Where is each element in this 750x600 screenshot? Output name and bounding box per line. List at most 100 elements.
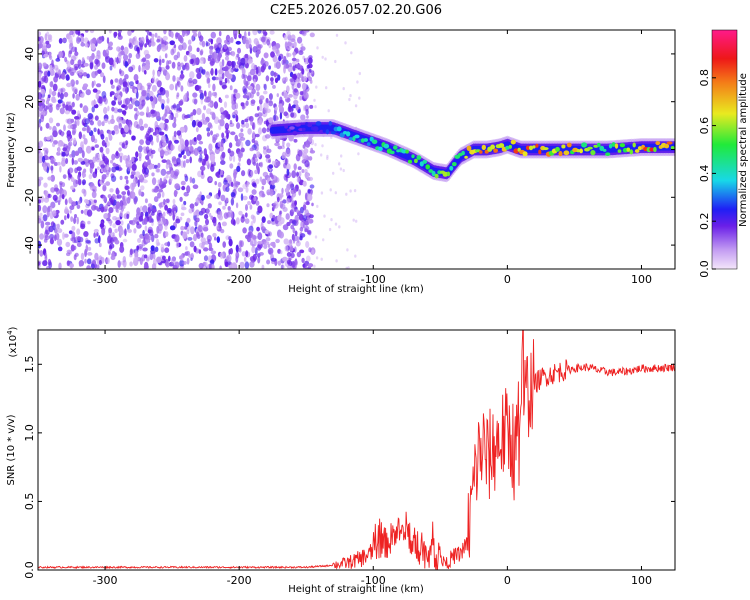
noise-speck (350, 51, 353, 55)
noise-speck (238, 33, 242, 39)
noise-speck (199, 57, 205, 64)
noise-speck (65, 158, 69, 164)
noise-speck (307, 193, 313, 201)
noise-speck (107, 194, 112, 199)
noise-speck (264, 134, 271, 139)
noise-speck (94, 238, 100, 244)
noise-speck (270, 77, 274, 82)
noise-speck (116, 115, 122, 123)
noise-speck (86, 56, 90, 60)
noise-speck (296, 72, 301, 80)
noise-speck (228, 236, 232, 241)
noise-speck (42, 205, 48, 214)
noise-speck (131, 191, 136, 200)
noise-speck (133, 74, 139, 81)
noise-speck (129, 124, 132, 131)
noise-speck (256, 226, 260, 232)
noise-speck (76, 36, 81, 44)
noise-speck (119, 210, 123, 218)
noise-speck (230, 218, 236, 225)
noise-speck (224, 39, 228, 44)
track-blob (393, 145, 398, 150)
noise-speck (108, 233, 111, 241)
noise-speck (282, 224, 289, 231)
noise-speck (99, 146, 104, 153)
noise-speck (74, 167, 78, 174)
noise-speck (141, 90, 147, 97)
noise-speck (214, 68, 218, 76)
noise-speck (144, 261, 149, 268)
noise-speck (58, 51, 63, 58)
noise-speck (265, 154, 271, 159)
noise-speck (187, 237, 193, 241)
noise-speck (358, 96, 361, 100)
noise-speck (53, 162, 58, 166)
noise-speck (74, 150, 79, 156)
noise-speck (276, 196, 280, 203)
noise-speck (50, 174, 55, 182)
noise-speck (130, 182, 136, 191)
noise-speck (293, 99, 299, 105)
noise-speck (268, 65, 271, 70)
noise-speck (85, 239, 91, 244)
noise-speck (123, 124, 129, 133)
noise-speck (311, 202, 314, 207)
noise-speck (196, 107, 202, 116)
noise-speck (88, 174, 93, 180)
noise-speck (214, 56, 220, 64)
noise-speck (220, 194, 226, 202)
track-blob (481, 144, 486, 151)
noise-speck (118, 122, 123, 130)
noise-speck (326, 154, 329, 158)
noise-speck (278, 55, 282, 62)
noise-speck (180, 70, 184, 75)
noise-speck (100, 164, 105, 169)
noise-speck (281, 187, 284, 194)
noise-speck (157, 223, 163, 232)
noise-speck (304, 209, 310, 217)
noise-speck (152, 69, 155, 77)
noise-speck (227, 79, 230, 84)
noise-speck (241, 119, 245, 125)
noise-speck (178, 100, 184, 106)
noise-speck (272, 204, 276, 209)
noise-speck (235, 40, 241, 45)
noise-speck (70, 237, 74, 242)
noise-speck (292, 65, 296, 72)
track-blob (493, 148, 498, 153)
noise-speck (208, 177, 213, 182)
noise-speck (69, 209, 72, 214)
noise-speck (71, 201, 77, 207)
noise-speck (214, 194, 219, 199)
noise-speck (215, 133, 220, 138)
noise-speck (300, 43, 304, 48)
noise-speck (61, 159, 66, 167)
noise-speck (124, 97, 131, 105)
noise-speck (320, 257, 323, 261)
track-blob (358, 138, 362, 143)
noise-speck (275, 161, 280, 166)
noise-speck (299, 235, 303, 241)
y-tick-label: -40 (23, 236, 36, 254)
track-blob (605, 152, 611, 156)
noise-speck (38, 199, 42, 204)
noise-speck (286, 52, 289, 58)
noise-speck (198, 35, 204, 42)
noise-speck (261, 185, 265, 190)
track-blob (328, 121, 333, 126)
noise-speck (105, 181, 111, 187)
noise-speck (100, 72, 105, 78)
y-tick-label: 1.0 (23, 424, 36, 442)
noise-speck (81, 150, 85, 159)
colorbar-label: Normalized spectral amplitude (738, 73, 749, 227)
noise-speck (72, 127, 77, 134)
noise-speck (94, 64, 98, 70)
noise-speck (128, 38, 133, 43)
noise-speck (235, 114, 239, 123)
noise-speck (88, 55, 93, 63)
noise-speck (187, 39, 192, 45)
noise-speck (61, 194, 65, 200)
noise-speck (98, 36, 103, 41)
noise-speck (137, 238, 142, 243)
noise-speck (121, 119, 127, 124)
